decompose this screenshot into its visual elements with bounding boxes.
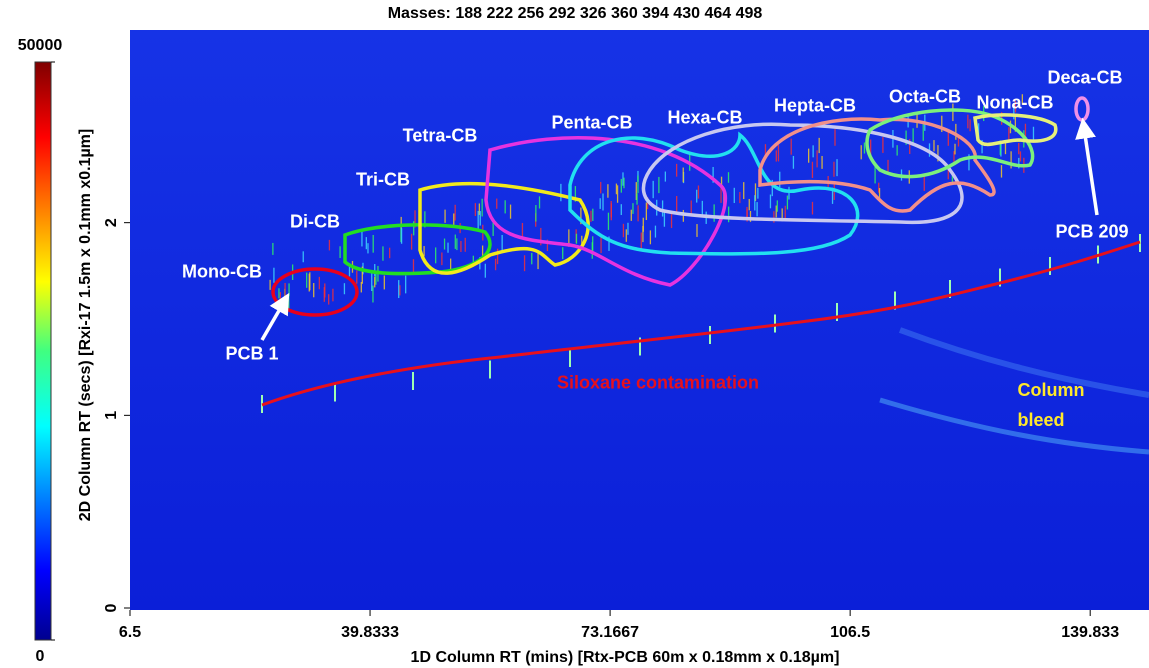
x-tick-label: 73.1667 — [581, 624, 639, 641]
annotation: Nona-CB — [976, 92, 1054, 113]
y-axis-label: 2D Column RT (secs) [Rxi-17 1.5m x 0.1mm… — [77, 129, 94, 521]
x-tick-label: 139.833 — [1061, 624, 1119, 641]
penta-outline — [568, 131, 860, 256]
tri-outline — [418, 181, 590, 275]
annotation: Mono-CB — [182, 261, 262, 282]
annotation: Tetra-CB — [402, 125, 478, 146]
tetra-outline — [484, 136, 728, 287]
y-tick-label: 0 — [103, 603, 120, 612]
colorbar — [34, 61, 52, 641]
di-outline — [343, 223, 492, 276]
annotation: Penta-CB — [551, 112, 633, 133]
annotation: PCB 209 — [1055, 221, 1129, 242]
annotation: Tri-CB — [356, 169, 410, 190]
octa-outline — [865, 108, 1035, 179]
nona-outline — [973, 113, 1058, 147]
x-tick-label: 39.8333 — [341, 624, 399, 641]
annotation: Siloxane contamination — [556, 372, 760, 393]
mono-outline — [271, 267, 359, 317]
siloxane-line — [261, 240, 1141, 407]
group-outlines — [271, 96, 1090, 317]
annotation: PCB 1 — [225, 343, 279, 364]
column-bleed-streak — [879, 397, 1149, 455]
annotation: Octa-CB — [888, 86, 962, 107]
chart-title: Masses: 188 222 256 292 326 360 394 430 … — [388, 5, 763, 22]
colorbar-tick-label: 0 — [36, 648, 45, 665]
annotation: Deca-CB — [1047, 67, 1123, 88]
colorbar-tick-label: 50000 — [18, 37, 63, 54]
y-tick-label: 1 — [103, 411, 120, 420]
arrow — [1075, 117, 1099, 216]
arrow — [260, 292, 290, 341]
annotation: Hexa-CB — [667, 107, 743, 128]
x-axis-label: 1D Column RT (mins) [Rtx-PCB 60m x 0.18m… — [411, 649, 840, 666]
annotation: Hepta-CB — [773, 95, 857, 116]
hexa-outline — [641, 122, 964, 225]
annotation: Di-CB — [290, 211, 340, 232]
y-tick-label: 2 — [103, 218, 120, 227]
x-tick-label: 6.5 — [119, 624, 141, 641]
annotation: Column bleed — [1017, 380, 1085, 430]
hepta-outline — [758, 117, 996, 213]
x-tick-label: 106.5 — [830, 624, 870, 641]
column-bleed-streak — [898, 327, 1149, 398]
